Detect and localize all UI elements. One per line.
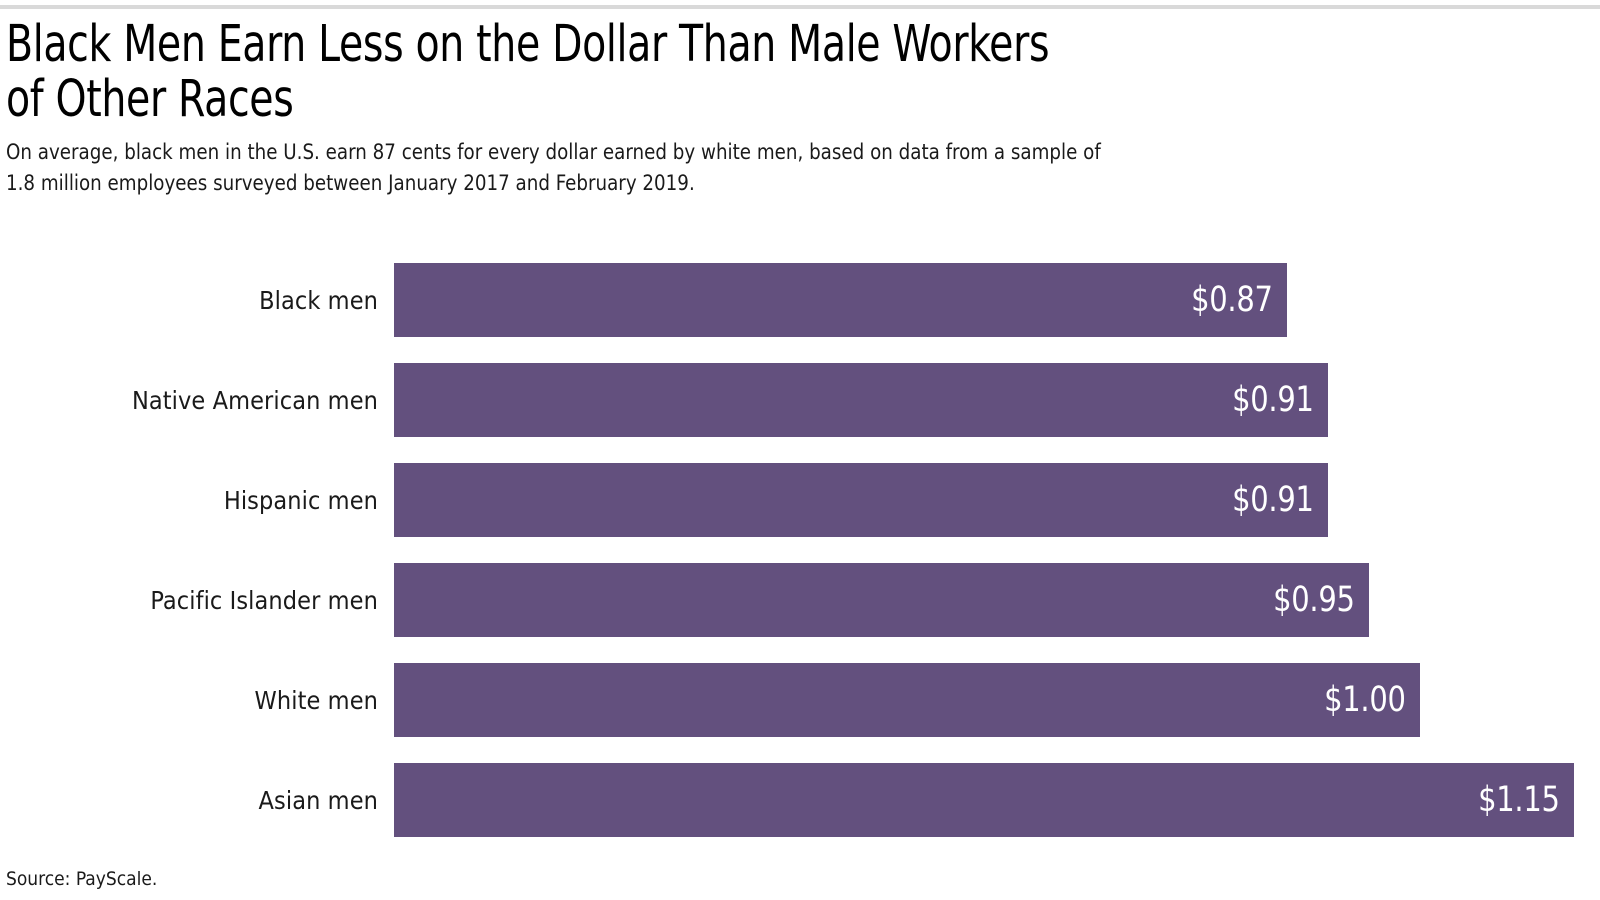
bar-track: $1.15 bbox=[394, 763, 1574, 837]
bar-track: $1.00 bbox=[394, 663, 1574, 737]
bar-value-label: $0.91 bbox=[1232, 480, 1314, 520]
chart-subtitle: On average, black men in the U.S. earn 8… bbox=[6, 140, 1101, 197]
bar-value-label: $1.00 bbox=[1324, 680, 1407, 720]
chart-header: Black Men Earn Less on the Dollar Than M… bbox=[6, 15, 1576, 199]
bar[interactable]: $1.00 bbox=[394, 663, 1421, 737]
bar-row: Native American men $0.91 bbox=[0, 363, 1600, 437]
bar-track: $0.91 bbox=[394, 363, 1574, 437]
bar-value-label: $0.87 bbox=[1191, 280, 1273, 320]
chart-title: Black Men Earn Less on the Dollar Than M… bbox=[6, 15, 1050, 129]
bar-value-label: $0.91 bbox=[1232, 380, 1314, 420]
bar-row: Pacific Islander men $0.95 bbox=[0, 563, 1600, 637]
bar-category-label: White men bbox=[254, 685, 378, 715]
top-divider bbox=[0, 5, 1600, 9]
bar-chart-plot-area: Black men $0.87 Native American men $0.91 Hi… bbox=[0, 252, 1600, 848]
source-note: Source: PayScale. bbox=[6, 868, 158, 890]
bar[interactable]: $0.87 bbox=[394, 263, 1287, 337]
bar-track: $0.91 bbox=[394, 463, 1574, 537]
bar-row: Hispanic men $0.91 bbox=[0, 463, 1600, 537]
bar-track: $0.87 bbox=[394, 263, 1574, 337]
bar-category-label: Native American men bbox=[131, 385, 378, 415]
bar[interactable]: $0.91 bbox=[394, 363, 1328, 437]
bar-row: Black men $0.87 bbox=[0, 263, 1600, 337]
bar-category-label: Pacific Islander men bbox=[150, 585, 378, 615]
bar-category-label: Asian men bbox=[258, 785, 378, 815]
bar-category-label: Black men bbox=[259, 285, 378, 315]
bar[interactable]: $0.95 bbox=[394, 563, 1369, 637]
bar-value-label: $1.15 bbox=[1478, 780, 1560, 820]
bar-track: $0.95 bbox=[394, 563, 1574, 637]
bar-category-label: Hispanic men bbox=[223, 485, 378, 515]
bar-row: Asian men $1.15 bbox=[0, 763, 1600, 837]
bar-row: White men $1.00 bbox=[0, 663, 1600, 737]
bar[interactable]: $0.91 bbox=[394, 463, 1328, 537]
bar[interactable]: $1.15 bbox=[394, 763, 1574, 837]
bar-value-label: $0.95 bbox=[1273, 580, 1355, 620]
